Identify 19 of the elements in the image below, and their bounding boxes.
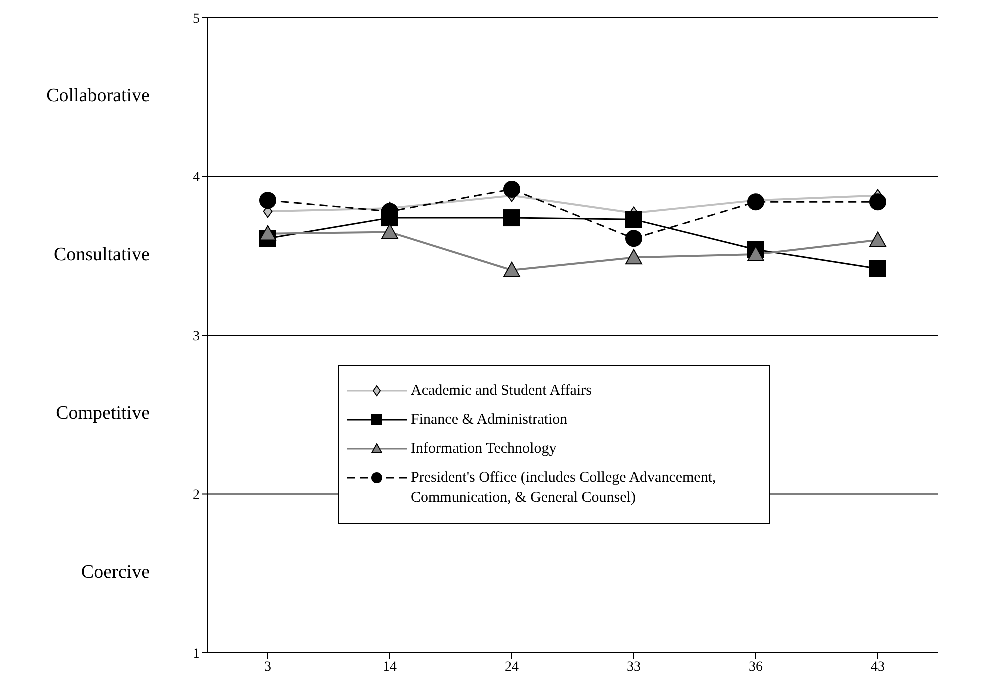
y-tick-label: 2 <box>193 488 200 504</box>
x-tick-label: 36 <box>749 660 763 675</box>
legend-label: Finance & Administration <box>411 411 568 430</box>
x-tick-label: 24 <box>505 660 519 675</box>
y-tick-label: 5 <box>193 12 200 27</box>
text: Consultative <box>54 244 150 266</box>
legend-label: President's Office (includes College Advancement, Communication, & General Counsel) <box>411 469 718 508</box>
text: Competitive <box>56 403 150 424</box>
legend-label: Academic and Student Affairs <box>411 382 592 401</box>
y-tick-label: 4 <box>193 170 200 186</box>
x-tick-label: 33 <box>627 660 641 675</box>
y-tick-label: 1 <box>193 646 200 662</box>
x-tick-label: 3 <box>264 660 272 675</box>
y-tick-label: 3 <box>193 329 200 344</box>
text: Coercive <box>81 562 150 583</box>
text: Collaborative <box>46 86 150 107</box>
legend-label: Information Technology <box>411 440 557 459</box>
x-tick-label: 43 <box>871 660 885 675</box>
x-tick-label: 14 <box>383 660 397 675</box>
